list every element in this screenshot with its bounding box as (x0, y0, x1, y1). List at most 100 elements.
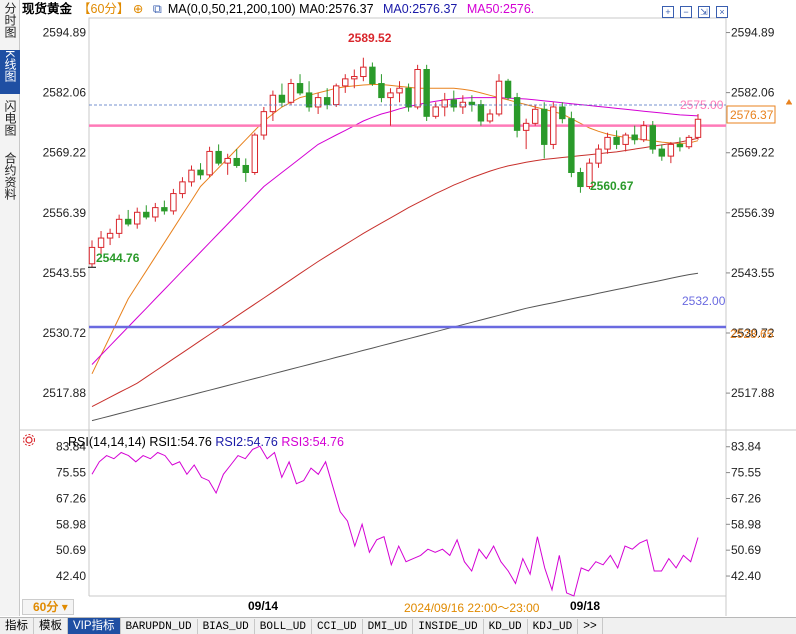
candle-body (577, 172, 584, 188)
rsi-tick-label-left: 42.40 (56, 569, 86, 583)
candle-body (278, 94, 286, 103)
indicator-tab[interactable]: 指标 (0, 618, 34, 634)
plus-icon[interactable]: + (662, 6, 674, 18)
period-button[interactable]: 60分 ▾ (22, 599, 74, 615)
instrument-title: 现货黄金 (22, 2, 73, 16)
candle-body (631, 134, 638, 141)
rsi2-value: RSI2:54.76 (215, 435, 278, 449)
candle-body (495, 80, 503, 115)
candle-body (667, 143, 675, 157)
indicator-tab[interactable]: BIAS_UD (198, 619, 255, 634)
candle-body (649, 125, 656, 150)
candle-body (586, 162, 593, 188)
candle-body (622, 134, 629, 145)
price-tick-label-left: 2594.89 (43, 26, 87, 40)
candle-body (314, 97, 322, 108)
ma-settings-icon[interactable]: ⧉ (152, 2, 162, 16)
rsi-tick-label: 83.84 (731, 440, 761, 454)
tab-kline-label: K线图 (3, 50, 17, 83)
candle-body (658, 148, 666, 157)
candle-body (423, 69, 430, 117)
tab-flash[interactable]: 闪电图 (0, 100, 20, 144)
cursor-time-label: 2024/09/16 22:00～23:00 (404, 601, 540, 615)
candle-body (504, 80, 512, 99)
ma0-value-b: MA0:2576.37 (383, 2, 458, 16)
price-tick-label: 2556.39 (731, 206, 775, 220)
candle-body (206, 150, 213, 176)
gear-icon[interactable] (23, 434, 35, 446)
rsi3-value: RSI3:54.76 (281, 435, 344, 449)
candle-body (559, 106, 566, 120)
ma-line-ma200 (91, 272, 699, 422)
candle-body (106, 232, 114, 239)
price-up-arrow-icon (786, 99, 792, 104)
tab-flash-label: 闪电图 (3, 100, 17, 136)
indicator-tab[interactable]: KDJ_UD (528, 619, 579, 634)
price-tick-label-left: 2517.88 (43, 386, 87, 400)
indicator-tab[interactable]: >> (578, 618, 603, 634)
candle-body (387, 92, 394, 99)
ma-parameters[interactable]: MA(0,0,50,21,200,100) (167, 2, 296, 16)
candle-body (396, 87, 403, 94)
candle-body (115, 218, 123, 234)
candle-body (613, 136, 620, 145)
candle-body (233, 157, 240, 166)
candle-body (188, 169, 195, 183)
indicator-tab[interactable]: 模板 (34, 618, 68, 634)
period-button-label: 60分 (33, 600, 59, 614)
ma-line-ma0 (91, 84, 699, 375)
rsi-title[interactable]: RSI(14,14,14) (68, 435, 146, 449)
tab-contract-info-label: 合约资料 (3, 152, 17, 200)
candle-body (468, 101, 476, 106)
minus-icon[interactable]: − (680, 6, 692, 18)
candle-body (296, 83, 304, 94)
indicator-tab[interactable]: INSIDE_UD (413, 619, 484, 634)
candle-body (568, 118, 575, 173)
chart-canvas[interactable]: 2594.89 2594.89 2582.06 2582.06 2569.22 2569.… (0, 0, 796, 616)
candle-body (97, 237, 105, 248)
price-tick-label: 2569.22 (731, 146, 775, 160)
candle-body (332, 85, 340, 106)
indicator-tab[interactable]: DMI_UD (363, 619, 414, 634)
price-tick-label: 2543.55 (731, 266, 775, 280)
indicator-tab[interactable]: BARUPDN_UD (121, 619, 198, 634)
candle-body (405, 87, 412, 108)
annotation-swing-low: 2560.67 (590, 179, 634, 193)
candle-body (531, 108, 539, 124)
candle-body (124, 218, 132, 225)
candle-body (640, 125, 647, 141)
tab-kline[interactable]: K线图 (0, 50, 20, 94)
current-price-tag (726, 105, 776, 124)
tab-timeshare[interactable]: 分时图 (0, 2, 20, 46)
candle-body (450, 99, 458, 108)
candle-body (134, 211, 141, 225)
period-label[interactable]: 【60分】 (78, 2, 130, 16)
tab-timeshare-label: 分时图 (3, 2, 17, 38)
rsi-tick-label: 67.26 (731, 491, 761, 505)
price-tick-label: 2594.89 (731, 26, 775, 40)
indicator-tab[interactable]: BOLL_UD (255, 619, 312, 634)
tab-contract-info[interactable]: 合约资料 (0, 152, 20, 212)
current-price-value: 2576.37 (730, 108, 774, 122)
indicator-tab[interactable]: VIP指标 (68, 618, 121, 634)
indicator-tab[interactable]: CCI_UD (312, 619, 363, 634)
candle-body (170, 193, 177, 212)
candle-body (305, 92, 313, 108)
price-tick-label-left: 2556.39 (43, 206, 87, 220)
left-vertical-tabs: 分时图 K线图 闪电图 合约资料 (0, 0, 20, 616)
collapse-icon[interactable]: ⇲ (698, 6, 710, 18)
rsi-tick-label: 75.55 (731, 466, 761, 480)
indicator-tab[interactable]: KD_UD (484, 619, 528, 634)
candle-body (351, 76, 358, 80)
candle-body (378, 83, 385, 99)
candle-body (179, 181, 186, 195)
candle-body (197, 169, 204, 176)
close-icon[interactable]: × (716, 6, 728, 18)
crosshair-icon[interactable]: ⊕ (132, 2, 144, 16)
rsi-tick-label-left: 67.26 (56, 491, 86, 505)
rsi-legend: RSI(14,14,14) RSI1:54.76 RSI2:54.76 RSI3… (22, 434, 344, 450)
rsi-line-group (91, 445, 699, 597)
candle-body (88, 246, 96, 265)
ma-line-ma50 (91, 97, 699, 365)
candle-body (269, 94, 277, 113)
